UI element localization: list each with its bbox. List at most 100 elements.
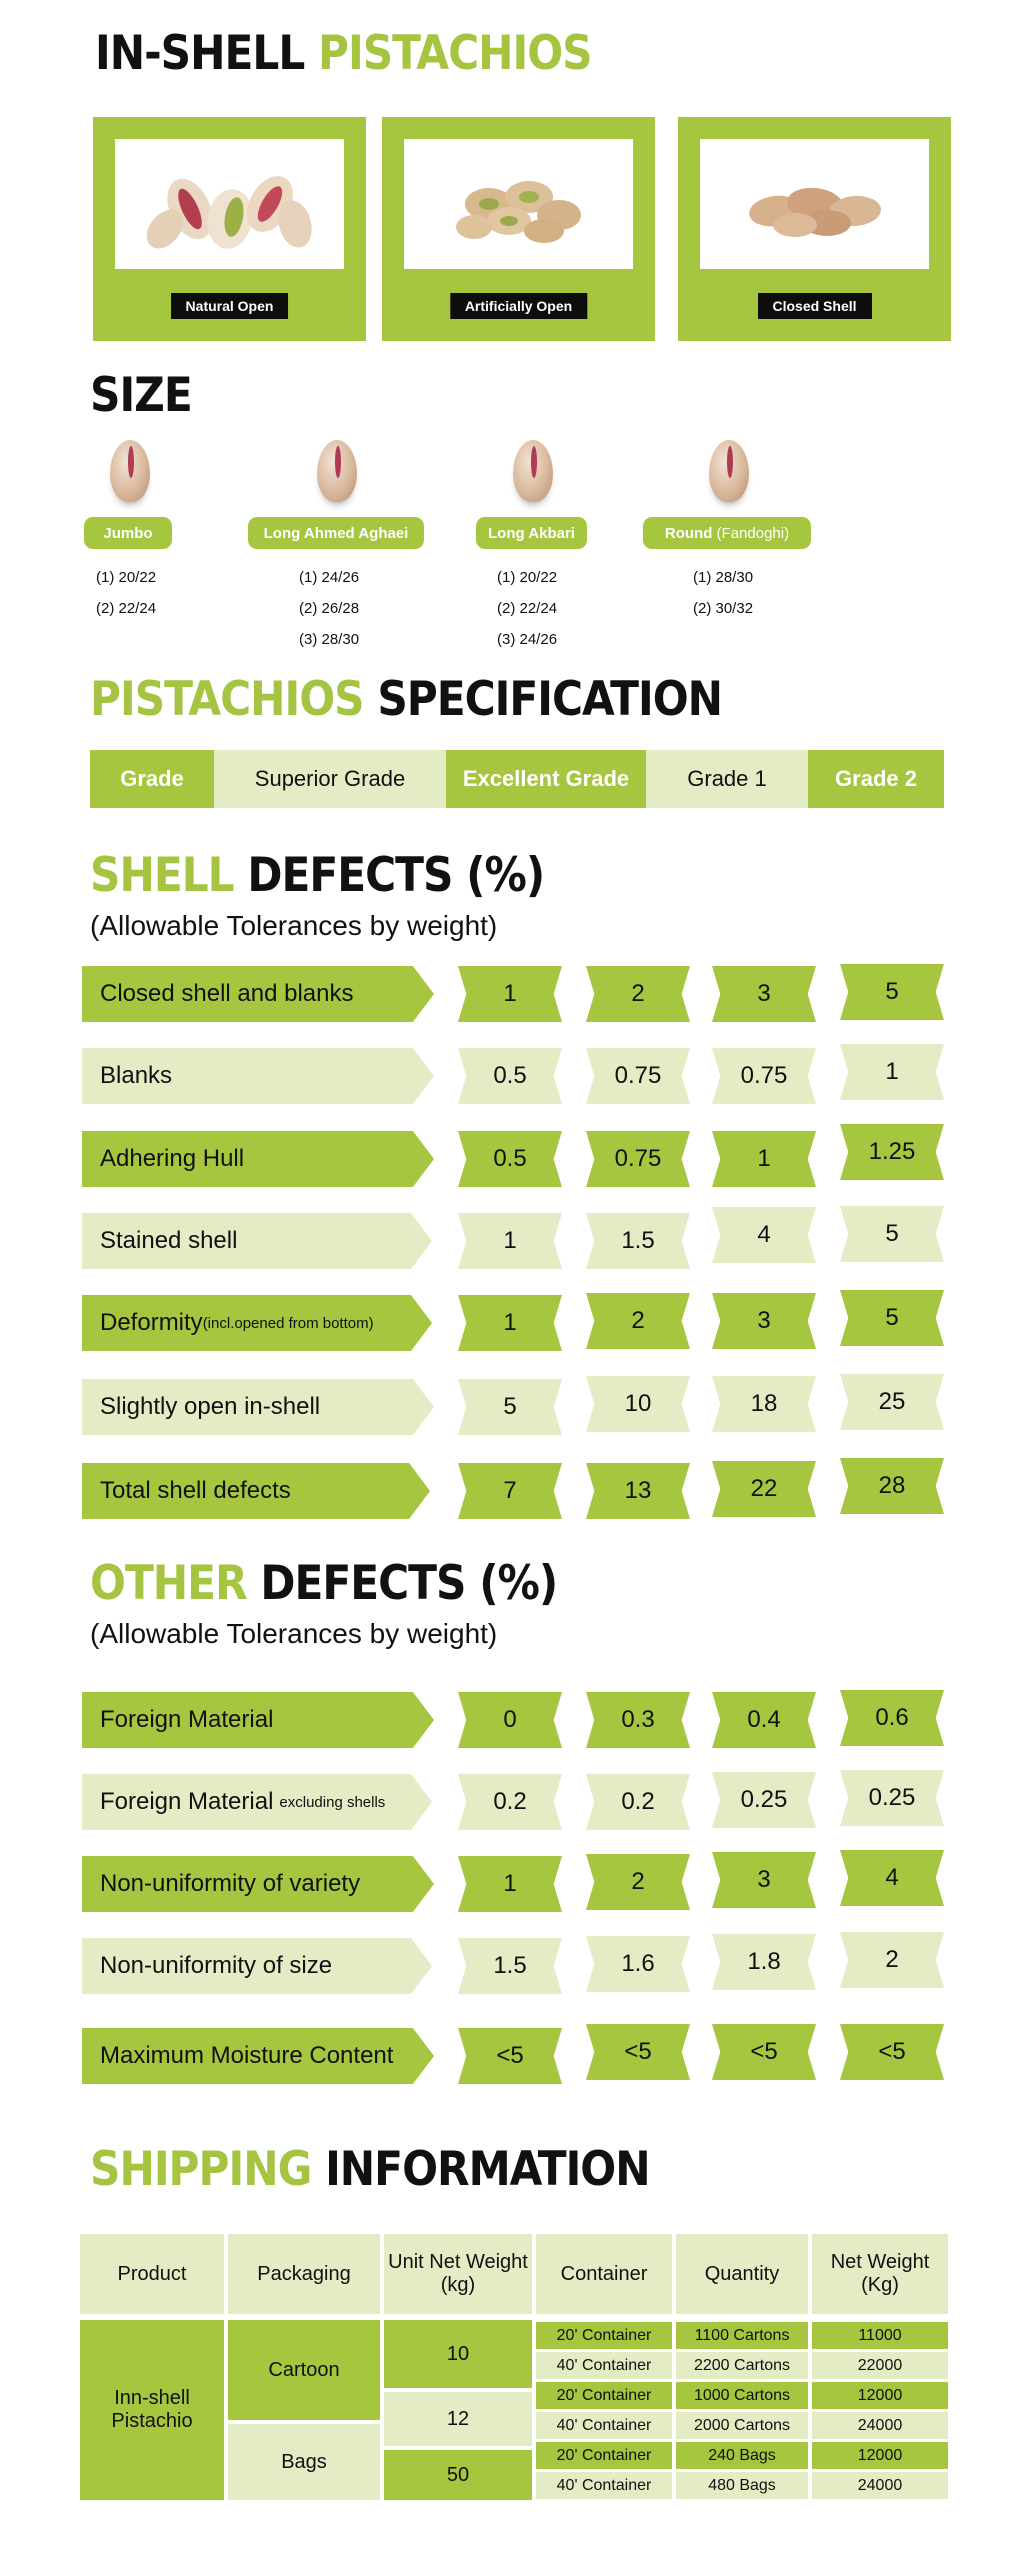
shipping-container-cell: 40' Container [536, 2412, 672, 2439]
defect-value-cell: <5 [586, 2024, 690, 2080]
shell-defects-title-a: SHELL [90, 848, 235, 903]
shipping-unit-weight-10: 10 [384, 2320, 532, 2388]
size-pill-long-akbari: Long Akbari [476, 517, 587, 549]
defect-value-cell: 3 [712, 1852, 816, 1908]
size-value: (1) 28/30 [693, 569, 754, 586]
defect-value-cell: 0.2 [586, 1774, 690, 1830]
shipping-header-packaging: Packaging [228, 2234, 380, 2314]
size-list-jumbo: (1) 20/22 (2) 22/24 [96, 562, 156, 624]
shipping-net-cell: 22000 [812, 2352, 948, 2379]
shipping-title-a: SHIPPING [90, 2142, 312, 2197]
defect-label-row: Non-uniformity of variety [82, 1856, 434, 1912]
shipping-quantity-cell: 1100 Cartons [676, 2322, 808, 2349]
shipping-quantity-cell: 2200 Cartons [676, 2352, 808, 2379]
defect-value-cell: 0.25 [712, 1772, 816, 1828]
shipping-product-cell: Inn-shell Pistachio [80, 2320, 224, 2500]
shipping-header-product: Product [80, 2234, 224, 2314]
grade-1: Grade 1 [646, 750, 808, 808]
defect-value-cell: 0.25 [840, 1770, 944, 1826]
grade-2: Grade 2 [808, 750, 944, 808]
grade-excellent: Excellent Grade [446, 750, 646, 808]
shipping-quantity-cell: 2000 Cartons [676, 2412, 808, 2439]
defect-label-text: Closed shell and blanks [100, 980, 354, 1007]
product-card-artificially-open: Artificially Open [382, 117, 655, 341]
defect-label-text: Foreign Material [100, 1706, 274, 1733]
defect-label-row: Stained shell [82, 1213, 432, 1269]
other-defects-heading: OTHER DEFECTS (%) [90, 1560, 558, 1607]
defect-value-cell: 5 [458, 1379, 562, 1435]
size-list-long-ahmed-aghaei: (1) 24/26 (2) 26/28 (3) 28/30 [299, 562, 359, 655]
defect-label-note: (incl.opened from bottom) [202, 1314, 374, 1332]
size-pill-label-paren: (Fandoghi) [716, 524, 790, 542]
size-list-round: (1) 28/30 (2) 30/32 [693, 562, 753, 624]
defect-value-cell: 2 [586, 966, 690, 1022]
size-pill-jumbo: Jumbo [84, 517, 172, 549]
in-shell-heading: IN-SHELL PISTACHIOS [95, 30, 593, 77]
defect-value-cell: 0.75 [586, 1048, 690, 1104]
defect-label-note: excluding shells [279, 1793, 386, 1811]
defect-label-row: Adhering Hull [82, 1131, 434, 1187]
defect-value-cell: 22 [712, 1461, 816, 1517]
defect-value-cell: 18 [712, 1376, 816, 1432]
natural-open-pistachio-image [115, 139, 344, 269]
shipping-header-quantity: Quantity [676, 2234, 808, 2314]
shipping-unit-weight-12: 12 [384, 2392, 532, 2446]
defect-value-cell: 1.6 [586, 1936, 690, 1992]
defect-value-cell: 0.2 [458, 1774, 562, 1830]
defect-label-text: Non-uniformity of variety [100, 1870, 361, 1897]
shipping-packaging-cartoon: Cartoon [228, 2320, 380, 2420]
defect-value-cell: 10 [586, 1376, 690, 1432]
in-shell-title-a: IN-SHELL [95, 26, 305, 81]
shipping-container-cell: 20' Container [536, 2322, 672, 2349]
shipping-net-cell: 24000 [812, 2472, 948, 2499]
defect-value-cell: <5 [840, 2024, 944, 2080]
size-pill-round: Round (Fandoghi) [643, 517, 811, 549]
defect-value-cell: 0.75 [712, 1048, 816, 1104]
size-pill-label: Round [664, 524, 713, 542]
size-value: (1) 24/26 [299, 569, 360, 586]
defect-value-cell: <5 [712, 2024, 816, 2080]
spec-title-b: SPECIFICATION [377, 672, 723, 727]
defect-value-cell: 4 [712, 1207, 816, 1263]
defect-label-row: Total shell defects [82, 1463, 430, 1519]
long-ahmed-aghaei-kernel-icon [317, 440, 357, 502]
defect-label-text: Maximum Moisture Content [100, 2042, 394, 2069]
shipping-net-cell: 12000 [812, 2382, 948, 2409]
defect-label-row: Closed shell and blanks [82, 966, 434, 1022]
size-value: (2) 26/28 [299, 600, 360, 617]
product-card-natural-open: Natural Open [93, 117, 366, 341]
shipping-net-cell: 11000 [812, 2322, 948, 2349]
shell-defects-heading: SHELL DEFECTS (%) [90, 852, 545, 899]
size-list-long-akbari: (1) 20/22 (2) 22/24 (3) 24/26 [497, 562, 557, 655]
other-defects-title-b: DEFECTS (%) [260, 1556, 558, 1611]
defect-value-cell: 25 [840, 1374, 944, 1430]
long-akbari-kernel-icon [513, 440, 553, 502]
shipping-quantity-cell: 240 Bags [676, 2442, 808, 2469]
card-label-natural-open: Natural Open [170, 293, 289, 319]
shipping-quantity-cell: 480 Bags [676, 2472, 808, 2499]
size-pill-long-ahmed-aghaei: Long Ahmed Aghaei [248, 517, 424, 549]
size-value: (1) 20/22 [96, 569, 157, 586]
size-value: (2) 22/24 [96, 600, 157, 617]
size-pill-label: Jumbo [103, 524, 153, 542]
size-heading: SIZE [90, 368, 193, 423]
defect-value-cell: 1 [458, 1295, 562, 1351]
defect-label-row: Foreign Material [82, 1692, 434, 1748]
defect-value-cell: 5 [840, 964, 944, 1020]
shipping-quantity-cell: 1000 Cartons [676, 2382, 808, 2409]
defect-value-cell: 4 [840, 1850, 944, 1906]
shipping-net-cell: 12000 [812, 2442, 948, 2469]
defect-label-row: Non-uniformity of size [82, 1938, 432, 1994]
other-defects-subtitle: (Allowable Tolerances by weight) [90, 1618, 498, 1649]
jumbo-kernel-icon [110, 440, 150, 502]
defect-label-text: Slightly open in-shell [100, 1393, 321, 1420]
size-value: (2) 22/24 [497, 600, 558, 617]
defect-value-cell: 1.8 [712, 1934, 816, 1990]
defect-value-cell: 2 [586, 1854, 690, 1910]
defect-value-cell: 1 [712, 1131, 816, 1187]
shipping-container-cell: 40' Container [536, 2472, 672, 2499]
shipping-container-cell: 20' Container [536, 2442, 672, 2469]
defect-value-cell: 2 [586, 1293, 690, 1349]
shipping-header-net-weight: Net Weight (Kg) [812, 2234, 948, 2314]
defect-value-cell: 7 [458, 1463, 562, 1519]
